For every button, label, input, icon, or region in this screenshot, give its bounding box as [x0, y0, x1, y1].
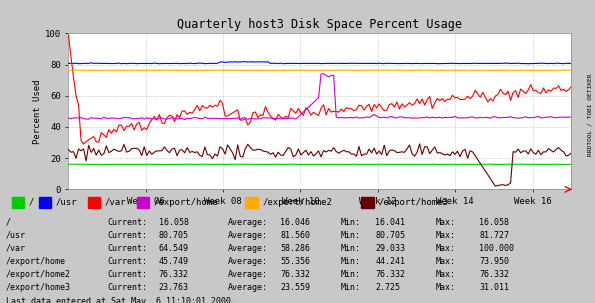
Text: 55.356: 55.356	[280, 257, 310, 266]
Text: 76.332: 76.332	[375, 270, 405, 279]
Text: 80.705: 80.705	[375, 231, 405, 240]
Text: 16.058: 16.058	[159, 218, 189, 227]
Text: Average:: Average:	[228, 257, 268, 266]
Text: Last data entered at Sat May  6 11:10:01 2000.: Last data entered at Sat May 6 11:10:01 …	[6, 298, 236, 303]
Y-axis label: Percent Used: Percent Used	[33, 79, 42, 144]
Text: 100.000: 100.000	[479, 244, 514, 253]
Text: Current:: Current:	[107, 270, 147, 279]
Text: 64.549: 64.549	[159, 244, 189, 253]
Text: /: /	[29, 198, 34, 207]
Text: Current:: Current:	[107, 283, 147, 292]
Text: RRDTOOL / TOBI OETIKER: RRDTOOL / TOBI OETIKER	[587, 74, 592, 156]
Text: Min:: Min:	[341, 231, 361, 240]
Text: 16.041: 16.041	[375, 218, 405, 227]
Text: /usr: /usr	[6, 231, 26, 240]
Text: Current:: Current:	[107, 257, 147, 266]
Bar	[361, 197, 374, 208]
Text: 23.763: 23.763	[159, 283, 189, 292]
Text: Current:: Current:	[107, 218, 147, 227]
Text: 76.332: 76.332	[159, 270, 189, 279]
Text: 81.727: 81.727	[479, 231, 509, 240]
Text: 80.705: 80.705	[159, 231, 189, 240]
Text: 2.725: 2.725	[375, 283, 400, 292]
Text: 44.241: 44.241	[375, 257, 405, 266]
Bar	[87, 197, 100, 208]
Bar	[137, 197, 149, 208]
Text: 23.559: 23.559	[280, 283, 310, 292]
Text: /export/home2: /export/home2	[262, 198, 332, 207]
Text: Average:: Average:	[228, 270, 268, 279]
Text: Min:: Min:	[341, 257, 361, 266]
Text: Max:: Max:	[436, 270, 456, 279]
Text: Average:: Average:	[228, 218, 268, 227]
Bar	[39, 197, 51, 208]
Text: Min:: Min:	[341, 283, 361, 292]
Text: /export/home: /export/home	[6, 257, 66, 266]
Text: Current:: Current:	[107, 231, 147, 240]
Text: /export/home: /export/home	[154, 198, 218, 207]
Text: Max:: Max:	[436, 244, 456, 253]
Text: /var: /var	[105, 198, 126, 207]
Text: /: /	[6, 218, 11, 227]
Text: /var: /var	[6, 244, 26, 253]
Text: Max:: Max:	[436, 218, 456, 227]
Title: Quarterly host3 Disk Space Percent Usage: Quarterly host3 Disk Space Percent Usage	[177, 18, 462, 31]
Text: 81.560: 81.560	[280, 231, 310, 240]
Bar	[245, 197, 258, 208]
Text: 76.332: 76.332	[280, 270, 310, 279]
Text: Min:: Min:	[341, 244, 361, 253]
Text: Average:: Average:	[228, 231, 268, 240]
Text: 29.033: 29.033	[375, 244, 405, 253]
Text: 73.950: 73.950	[479, 257, 509, 266]
Text: /export/home3: /export/home3	[6, 283, 71, 292]
Text: Average:: Average:	[228, 283, 268, 292]
Text: 31.011: 31.011	[479, 283, 509, 292]
Text: 16.046: 16.046	[280, 218, 310, 227]
Text: Current:: Current:	[107, 244, 147, 253]
Text: Min:: Min:	[341, 218, 361, 227]
Text: Min:: Min:	[341, 270, 361, 279]
Text: Max:: Max:	[436, 283, 456, 292]
Text: /export/home3: /export/home3	[378, 198, 448, 207]
Text: /export/home2: /export/home2	[6, 270, 71, 279]
Text: 45.749: 45.749	[159, 257, 189, 266]
Text: Average:: Average:	[228, 244, 268, 253]
Bar	[12, 197, 24, 208]
Text: Max:: Max:	[436, 231, 456, 240]
Text: 58.286: 58.286	[280, 244, 310, 253]
Text: Max:: Max:	[436, 257, 456, 266]
Text: 16.058: 16.058	[479, 218, 509, 227]
Text: 76.332: 76.332	[479, 270, 509, 279]
Text: /usr: /usr	[56, 198, 77, 207]
